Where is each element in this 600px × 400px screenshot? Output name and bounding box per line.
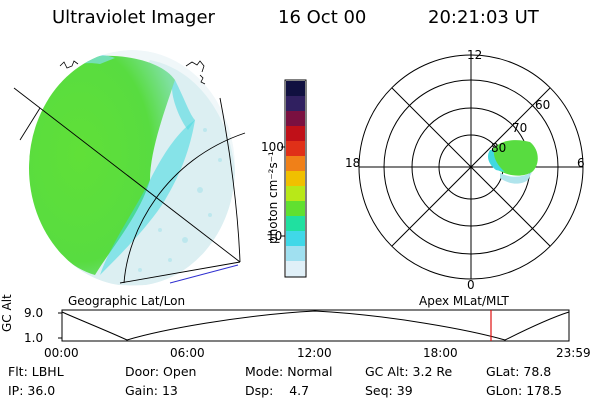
timeline-xtick-2359: 23:59 (556, 346, 591, 360)
colorbar-band (286, 96, 305, 112)
colorbar-tick-10: 10 (267, 229, 283, 243)
timeline-y-label: GC Alt (0, 294, 14, 332)
lat-label-70: 70 (512, 121, 528, 135)
colorbar-band (286, 186, 305, 202)
timeline-xtick-1200: 12:00 (297, 346, 332, 360)
aurora-green-region (29, 55, 175, 275)
timeline-xtick-0000: 00:00 (44, 346, 79, 360)
colorbar-band (286, 246, 305, 262)
colorbar-band (286, 216, 305, 232)
altitude-timeline (58, 309, 570, 342)
lat-label-80: 80 (491, 141, 507, 155)
lat-label-60: 60 (535, 98, 551, 112)
time-label: 20:21:03 UT (428, 7, 539, 28)
polar-plot (358, 54, 584, 280)
status-seq: Seq: 39 (365, 383, 413, 398)
colorbar-tick-100: 100 (261, 140, 284, 154)
colorbar-band (286, 81, 305, 97)
colorbar-band (286, 201, 305, 217)
mlt-label-6: 6 (577, 156, 585, 170)
status-dsp: Dsp: 4.7 (245, 383, 310, 398)
status-gain: Gain: 13 (125, 383, 178, 398)
mlt-label-18: 18 (345, 156, 361, 170)
timeline-xtick-1800: 18:00 (423, 346, 458, 360)
instrument-title: Ultraviolet Imager (52, 7, 215, 28)
status-gc-alt: GC Alt: 3.2 Re (365, 364, 453, 379)
status-ip: IP: 36.0 (8, 383, 56, 398)
colorbar-band (286, 141, 305, 157)
timeline-ytick-9: 9.0 (24, 306, 44, 320)
mlt-label-12: 12 (467, 48, 483, 62)
mlt-label-0: 0 (467, 278, 475, 292)
apex-panel-label: Apex MLat/MLT (419, 294, 509, 308)
status-door: Door: Open (125, 364, 197, 379)
status-flt: Flt: LBHL (8, 364, 64, 379)
geographic-panel-label: Geographic Lat/Lon (68, 294, 186, 308)
status-glon: GLon: 178.5 (486, 383, 562, 398)
colorbar-band (286, 261, 305, 277)
status-glat: GLat: 78.8 (486, 364, 552, 379)
colorbar-band (286, 156, 305, 172)
timeline-xtick-0600: 06:00 (170, 346, 205, 360)
colorbar (281, 79, 307, 278)
colorbar-band (286, 126, 305, 142)
colorbar-band (286, 171, 305, 187)
colorbar-band (286, 231, 305, 247)
geographic-image (13, 50, 246, 286)
timeline-ytick-1: 1.0 (24, 331, 44, 345)
date-label: 16 Oct 00 (278, 7, 367, 28)
colorbar-band (286, 111, 305, 127)
status-mode: Mode: Normal (245, 364, 333, 379)
